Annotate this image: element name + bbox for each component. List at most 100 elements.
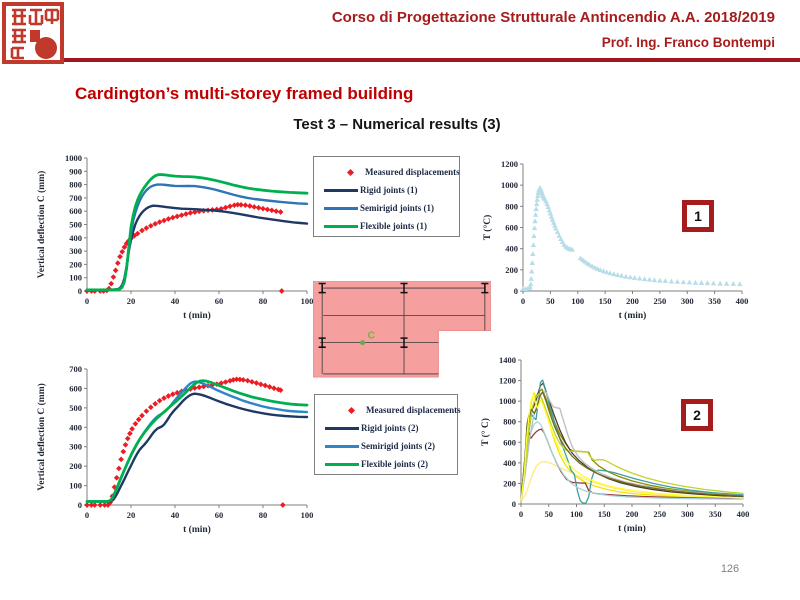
svg-text:200: 200 — [626, 296, 639, 306]
svg-text:200: 200 — [69, 259, 82, 269]
deflection-chart-1: 0 20 40 60 80 1000100200300400500600700800900… — [36, 153, 314, 321]
legend-item: Measured displacements — [324, 163, 460, 181]
svg-text:200: 200 — [503, 478, 516, 488]
svg-text:100: 100 — [301, 296, 314, 306]
svg-text:1400: 1400 — [499, 355, 516, 365]
line-swatch-icon — [324, 224, 358, 228]
diamond-marker-icon — [346, 168, 355, 176]
legend-item: Measured displacements — [325, 401, 461, 419]
svg-text:60: 60 — [215, 296, 224, 306]
svg-text:t (min): t (min) — [618, 523, 646, 534]
highlighted-compartment — [313, 281, 491, 378]
floor-badge-1: 1 — [682, 200, 714, 232]
svg-text:400: 400 — [737, 509, 750, 519]
svg-text:350: 350 — [709, 509, 722, 519]
svg-text:60: 60 — [215, 510, 224, 520]
svg-text:700: 700 — [69, 364, 82, 374]
svg-text:t (min): t (min) — [619, 310, 647, 321]
svg-text:400: 400 — [736, 296, 749, 306]
svg-text:150: 150 — [598, 509, 611, 519]
professor-name: Prof. Ing. Franco Bontempi — [601, 35, 775, 50]
svg-text:800: 800 — [503, 417, 516, 427]
floor-plan-diagram: C — [313, 281, 491, 378]
svg-text:80: 80 — [259, 510, 268, 520]
deflection-chart-2: 0 20 40 60 80 100 0 100 200 300 400 500 600 700 t (min… — [36, 364, 314, 535]
svg-text:300: 300 — [69, 442, 82, 452]
member-temperatures-chart-2: 0 50 100 150 200 250 300 350 400 0 200 400 600 800 100… — [480, 355, 750, 534]
svg-text:250: 250 — [653, 509, 666, 519]
diamond-marker-icon — [347, 406, 356, 414]
legend-item: Rigid joints (2) — [325, 419, 451, 437]
svg-text:300: 300 — [681, 296, 694, 306]
svg-text:T (°C): T (°C) — [482, 215, 493, 241]
seal-logo-icon — [2, 2, 64, 64]
svg-text:250: 250 — [654, 296, 667, 306]
svg-text:200: 200 — [626, 509, 639, 519]
svg-text:800: 800 — [505, 201, 518, 211]
svg-text:600: 600 — [503, 437, 516, 447]
legend-deflection-2: Measured displacements Rigid joints (2) … — [314, 394, 461, 475]
slide-subtitle: Test 3 – Numerical results (3) — [293, 116, 501, 133]
svg-text:350: 350 — [708, 296, 721, 306]
legend-item: Semirigid joints (2) — [325, 437, 451, 455]
svg-text:0: 0 — [85, 296, 89, 306]
svg-text:0: 0 — [78, 286, 82, 296]
svg-text:40: 40 — [171, 296, 180, 306]
legend-deflection-1: Measured displacements Rigid joints (1) … — [313, 156, 460, 237]
svg-text:1000: 1000 — [501, 180, 518, 190]
svg-text:1000: 1000 — [65, 153, 82, 163]
floor-badge-2: 2 — [681, 399, 713, 431]
svg-text:Vertical deflection C (mm): Vertical deflection C (mm) — [36, 383, 47, 491]
svg-text:1200: 1200 — [499, 376, 516, 386]
svg-text:80: 80 — [259, 296, 268, 306]
svg-text:0: 0 — [512, 499, 516, 509]
svg-text:600: 600 — [69, 383, 82, 393]
svg-text:0: 0 — [514, 286, 518, 296]
svg-text:50: 50 — [546, 296, 555, 306]
svg-text:Vertical deflection C (mm): Vertical deflection C (mm) — [36, 171, 47, 279]
course-title: Corso di Progettazione Strutturale Antin… — [331, 9, 775, 26]
gas-temperature-chart-1: 0 50 100 150 200 250 300 350 400 0 200 400 600 800 100… — [482, 159, 749, 321]
svg-text:1200: 1200 — [501, 159, 518, 169]
line-swatch-icon — [324, 188, 358, 192]
point-c-label: C — [368, 331, 376, 342]
svg-text:400: 400 — [69, 233, 82, 243]
svg-text:600: 600 — [69, 206, 82, 216]
svg-text:1000: 1000 — [499, 396, 516, 406]
svg-text:100: 100 — [570, 509, 583, 519]
svg-text:20: 20 — [127, 296, 136, 306]
page-number: 126 — [720, 563, 740, 575]
svg-text:0: 0 — [85, 510, 89, 520]
svg-text:300: 300 — [69, 246, 82, 256]
svg-text:t (min): t (min) — [183, 524, 211, 535]
svg-text:100: 100 — [301, 510, 314, 520]
legend-item: Rigid joints (1) — [324, 181, 453, 199]
svg-text:300: 300 — [681, 509, 694, 519]
svg-text:200: 200 — [69, 461, 82, 471]
svg-text:400: 400 — [505, 244, 518, 254]
svg-text:200: 200 — [505, 265, 518, 275]
svg-text:500: 500 — [69, 220, 82, 230]
line-swatch-icon — [325, 462, 359, 466]
svg-text:500: 500 — [69, 403, 82, 413]
svg-text:600: 600 — [505, 223, 518, 233]
line-swatch-icon — [325, 444, 359, 448]
svg-text:20: 20 — [127, 510, 136, 520]
svg-text:100: 100 — [571, 296, 584, 306]
legend-item: Flexible joints (1) — [324, 217, 453, 235]
legend-item: Semirigid joints (1) — [324, 199, 453, 217]
svg-text:0: 0 — [521, 296, 525, 306]
svg-text:700: 700 — [69, 193, 82, 203]
svg-text:100: 100 — [69, 273, 82, 283]
svg-text:400: 400 — [69, 422, 82, 432]
svg-text:t (min): t (min) — [183, 310, 211, 321]
line-swatch-icon — [324, 206, 358, 210]
svg-text:150: 150 — [599, 296, 612, 306]
svg-text:0: 0 — [519, 509, 523, 519]
point-c-marker — [360, 340, 366, 346]
svg-text:400: 400 — [503, 458, 516, 468]
svg-text:T (° C): T (° C) — [480, 418, 491, 446]
svg-text:900: 900 — [69, 166, 82, 176]
svg-text:50: 50 — [545, 509, 554, 519]
